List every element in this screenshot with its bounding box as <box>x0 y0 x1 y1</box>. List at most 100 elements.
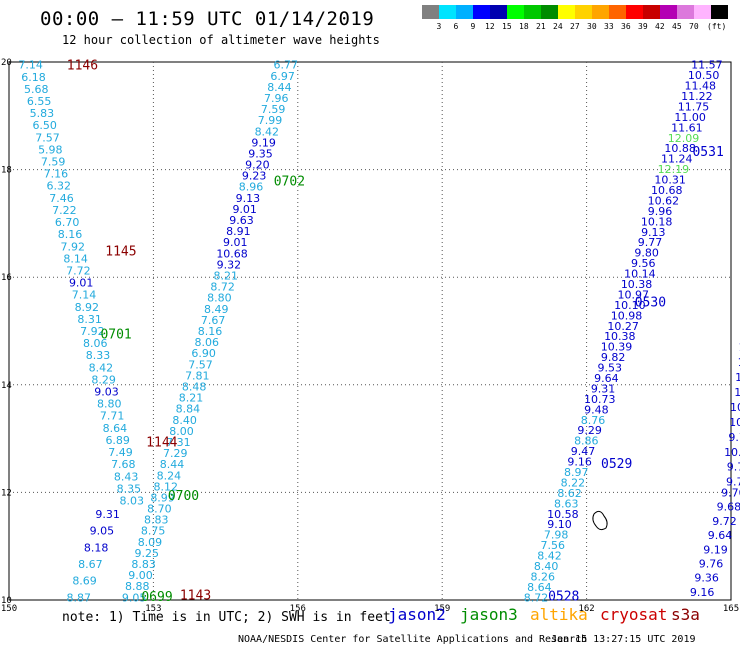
wave-height-value: 10.68 <box>651 184 683 197</box>
pass-time-label: 0531 <box>692 145 723 160</box>
color-scale-swatch <box>541 5 558 19</box>
color-scale-label: 27 <box>570 22 580 31</box>
wave-height-value: 5.98 <box>38 143 63 156</box>
color-scale-swatch <box>660 5 677 19</box>
wave-height-value: 9.32 <box>217 258 242 271</box>
legend-item-s3a: s3a <box>671 605 700 624</box>
color-scale-bar <box>422 5 728 19</box>
wave-height-value: 9.31 <box>591 382 616 395</box>
longitude-tick-label: 156 <box>290 604 306 614</box>
wave-height-value: 7.81 <box>185 369 210 382</box>
wave-height-value: 8.70 <box>147 503 172 516</box>
pass-time-label: 0530 <box>635 295 666 310</box>
wave-height-value: 9.05 <box>122 591 147 604</box>
wave-height-value: 8.12 <box>153 480 178 493</box>
wave-height-value: 8.62 <box>557 487 582 500</box>
longitude-tick-label: 150 <box>1 604 17 614</box>
wave-height-value: 7.98 <box>544 529 569 542</box>
wave-height-value: 10.10 <box>614 299 646 312</box>
wave-height-value: 9.35 <box>248 147 273 160</box>
wave-height-value: 8.03 <box>119 494 144 507</box>
wave-height-value: 9.70 <box>726 476 740 489</box>
wave-height-value: 10.97 <box>617 288 649 301</box>
wave-height-value: 9.53 <box>598 362 623 375</box>
wave-height-value: 7.67 <box>201 314 226 327</box>
wave-height-value: 8.33 <box>86 349 111 362</box>
wave-height-value: 9.96 <box>648 205 673 218</box>
wave-height-value: 8.88 <box>125 580 150 593</box>
wave-height-value: 11.61 <box>671 121 703 134</box>
pass-time-label: 0701 <box>100 328 131 343</box>
wave-height-value: 10.38 <box>621 278 653 291</box>
wave-height-value: 9.56 <box>631 257 656 270</box>
wave-height-value: 9.64 <box>594 372 619 385</box>
legend-item-jason2: jason2 <box>388 605 446 624</box>
color-scale-label: 15 <box>502 22 512 31</box>
wave-height-value: 7.59 <box>41 156 66 169</box>
wave-height-value: 7.57 <box>188 358 213 371</box>
wave-height-value: 8.16 <box>198 325 223 338</box>
wave-height-value: 7.46 <box>49 192 74 205</box>
wave-height-value: 9.00 <box>128 569 153 582</box>
wave-height-value: 10. <box>734 386 740 399</box>
wave-height-value: 6.77 <box>274 59 299 72</box>
wave-height-value: 9.29 <box>577 424 602 437</box>
wave-height-value: 11.48 <box>684 80 716 93</box>
wave-height-value: 8.63 <box>554 497 579 510</box>
wave-height-value: 8.42 <box>89 361 114 374</box>
wave-height-value: 10.88 <box>664 142 696 155</box>
color-scale-label: 9 <box>470 22 476 31</box>
wave-height-value: 8.18 <box>84 541 109 554</box>
wave-height-value: 8.69 <box>72 575 97 588</box>
wave-height-value: 6.55 <box>27 95 52 108</box>
color-scale-label: 30 <box>587 22 597 31</box>
wave-height-value: 10.68 <box>216 247 248 260</box>
wave-height-value: 10.18 <box>641 215 673 228</box>
wave-height-value: 10.14 <box>624 268 656 281</box>
wave-height-value: 7.29 <box>163 447 188 460</box>
wave-height-value: 7.22 <box>52 204 77 217</box>
wave-height-value: 7.68 <box>111 458 136 471</box>
wave-height-value: 9.82 <box>601 351 626 364</box>
latitude-tick-label: 18 <box>1 166 12 176</box>
color-scale-swatch <box>643 5 660 19</box>
pass-time-label: 0699 <box>141 590 172 605</box>
wave-height-value: 8.49 <box>204 303 229 316</box>
wave-height-value: 8.21 <box>214 270 239 283</box>
wave-height-value: 8.86 <box>574 435 599 448</box>
color-scale-label: 70 <box>689 22 699 31</box>
wave-height-value: 7.14 <box>18 59 43 72</box>
wave-height-value: 8.40 <box>172 414 197 427</box>
wave-height-value: 9.01 <box>69 277 94 290</box>
wave-height-value: 8.76 <box>581 414 606 427</box>
wave-height-value: 9.19 <box>703 543 728 556</box>
wave-height-value: 9.64 <box>708 529 733 542</box>
wave-height-value: 6.18 <box>21 71 46 84</box>
pass-time-label: 0702 <box>274 174 305 189</box>
wave-height-value: 8.99 <box>150 491 175 504</box>
page-title: 00:00 – 11:59 UTC 01/14/2019 <box>40 8 375 30</box>
pass-time-label: 1145 <box>105 244 136 259</box>
wave-height-value: 10.39 <box>601 341 633 354</box>
wave-height-value: 8.29 <box>91 373 116 386</box>
wave-height-value: 10.27 <box>607 320 639 333</box>
color-scale-swatch <box>490 5 507 19</box>
pass-time-label: 1144 <box>146 435 177 450</box>
page-subtitle: 12 hour collection of altimeter wave hei… <box>62 33 380 47</box>
wave-height-value: 8.24 <box>157 469 182 482</box>
color-scale-label: 39 <box>638 22 648 31</box>
wave-height-value: 8.72 <box>210 281 235 294</box>
pass-time-label: 1146 <box>67 59 98 74</box>
pass-time-label: 0700 <box>168 489 199 504</box>
wave-height-value: 8.97 <box>564 466 589 479</box>
wave-height-value: 7.71 <box>100 410 125 423</box>
wave-height-value: 8.80 <box>97 398 122 411</box>
wave-height-value: 6.32 <box>46 180 71 193</box>
wave-height-value: 9.63 <box>229 214 254 227</box>
wave-height-value: 8.44 <box>160 458 185 471</box>
wave-height-value: 8.64 <box>527 581 552 594</box>
color-scale-label: 12 <box>485 22 495 31</box>
wave-height-value: 7.72 <box>66 264 91 277</box>
wave-height-value: 8.48 <box>182 380 207 393</box>
wave-height-value: 10. <box>735 371 740 384</box>
